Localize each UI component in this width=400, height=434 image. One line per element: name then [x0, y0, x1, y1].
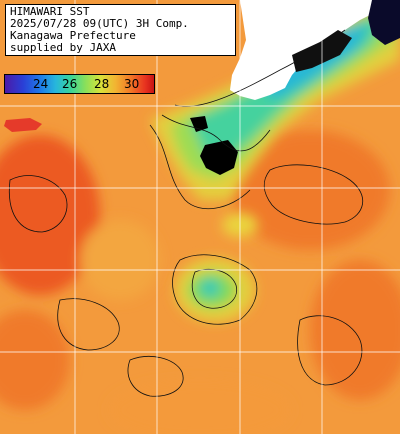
temperature-legend: 24 26 28 30 [4, 74, 155, 94]
isotherm-contours [8, 29, 364, 397]
map-info-box: HIMAWARI SST 2025/07/28 09(UTC) 3H Comp.… [5, 4, 236, 56]
legend-color-bar [5, 75, 154, 93]
product-title: HIMAWARI SST [10, 5, 90, 18]
legend-label-26: 26 [62, 77, 78, 91]
legend-label-30: 30 [124, 77, 140, 91]
legend-label-24: 24 [33, 77, 49, 91]
region-name: Kanagawa Prefecture [10, 29, 136, 42]
observation-time: 2025/07/28 09(UTC) 3H Comp. [10, 17, 189, 30]
land-feature [4, 118, 42, 132]
legend-label-28: 28 [94, 77, 110, 91]
data-source: supplied by JAXA [10, 41, 116, 54]
